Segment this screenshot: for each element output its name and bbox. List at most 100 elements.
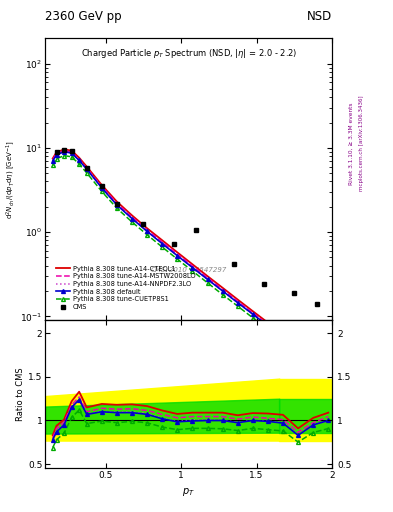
Line: CMS: CMS	[54, 147, 320, 307]
Y-axis label: Ratio to CMS: Ratio to CMS	[16, 368, 25, 421]
CMS	[262, 281, 266, 287]
CMS	[171, 241, 176, 247]
Text: Charged Particle $p_T$ Spectrum (NSD, $|\eta|$ = 2.0 - 2.2): Charged Particle $p_T$ Spectrum (NSD, $|…	[81, 47, 297, 60]
Pythia 8.308 tune-CUETP8S1	[130, 219, 134, 225]
Text: Rivet 3.1.10, ≥ 3.3M events: Rivet 3.1.10, ≥ 3.3M events	[349, 102, 354, 185]
X-axis label: $p_T$: $p_T$	[182, 486, 195, 498]
Pythia 8.308 tune-A14-NNPDF2.3LO	[62, 148, 66, 155]
Pythia 8.308 tune-A14-CTEQL1	[235, 296, 240, 303]
Pythia 8.308 tune-A14-MSTW2008LO	[281, 333, 285, 339]
Legend: Pythia 8.308 tune-A14-CTEQL1, Pythia 8.308 tune-A14-MSTW2008LO, Pythia 8.308 tun: Pythia 8.308 tune-A14-CTEQL1, Pythia 8.3…	[54, 264, 197, 311]
Pythia 8.308 tune-A14-CTEQL1	[50, 155, 55, 161]
Pythia 8.308 default	[250, 311, 255, 317]
Pythia 8.308 tune-A14-CTEQL1	[205, 273, 210, 279]
Line: Pythia 8.308 tune-A14-MSTW2008LO: Pythia 8.308 tune-A14-MSTW2008LO	[53, 151, 328, 370]
Pythia 8.308 tune-A14-CTEQL1	[250, 308, 255, 314]
Pythia 8.308 tune-A14-NNPDF2.3LO	[311, 357, 316, 364]
Pythia 8.308 tune-CUETP8S1	[69, 154, 74, 160]
Pythia 8.308 tune-A14-MSTW2008LO	[175, 251, 180, 257]
Pythia 8.308 tune-A14-NNPDF2.3LO	[175, 252, 180, 259]
Pythia 8.308 tune-A14-MSTW2008LO	[190, 263, 195, 269]
Pythia 8.308 tune-A14-NNPDF2.3LO	[69, 150, 74, 156]
Pythia 8.308 tune-A14-NNPDF2.3LO	[205, 276, 210, 282]
Pythia 8.308 tune-A14-MSTW2008LO	[160, 239, 165, 245]
Pythia 8.308 default	[84, 166, 89, 172]
Text: NSD: NSD	[307, 10, 332, 23]
Pythia 8.308 tune-A14-NNPDF2.3LO	[296, 346, 301, 352]
CMS	[231, 261, 236, 267]
Pythia 8.308 tune-A14-MSTW2008LO	[50, 157, 55, 163]
Pythia 8.308 tune-CUETP8S1	[99, 188, 104, 195]
Pythia 8.308 default	[54, 152, 59, 158]
CMS	[194, 227, 198, 233]
Pythia 8.308 tune-A14-NNPDF2.3LO	[250, 311, 255, 317]
Pythia 8.308 tune-A14-CTEQL1	[54, 149, 59, 155]
Line: Pythia 8.308 tune-CUETP8S1: Pythia 8.308 tune-CUETP8S1	[51, 154, 330, 377]
Pythia 8.308 default	[220, 288, 225, 294]
Pythia 8.308 tune-A14-MSTW2008LO	[205, 275, 210, 281]
Text: CMS_2010_S8547297: CMS_2010_S8547297	[151, 266, 227, 273]
Pythia 8.308 tune-A14-MSTW2008LO	[130, 214, 134, 220]
Pythia 8.308 default	[190, 264, 195, 270]
Pythia 8.308 tune-A14-CTEQL1	[266, 319, 270, 326]
Pythia 8.308 tune-A14-MSTW2008LO	[77, 156, 81, 162]
Pythia 8.308 default	[296, 346, 301, 352]
Pythia 8.308 tune-A14-CTEQL1	[84, 163, 89, 169]
Line: Pythia 8.308 default: Pythia 8.308 default	[51, 150, 330, 374]
Pythia 8.308 tune-A14-MSTW2008LO	[266, 322, 270, 328]
Pythia 8.308 tune-CUETP8S1	[281, 338, 285, 344]
Pythia 8.308 tune-A14-CTEQL1	[77, 155, 81, 161]
Pythia 8.308 default	[77, 157, 81, 163]
Pythia 8.308 default	[326, 369, 331, 375]
Pythia 8.308 tune-A14-NNPDF2.3LO	[77, 157, 81, 163]
Pythia 8.308 tune-A14-MSTW2008LO	[69, 149, 74, 155]
Pythia 8.308 tune-A14-CTEQL1	[175, 249, 180, 255]
Pythia 8.308 default	[175, 252, 180, 259]
Text: mcplots.cern.ch [arXiv:1306.3436]: mcplots.cern.ch [arXiv:1306.3436]	[359, 96, 364, 191]
CMS	[99, 183, 104, 189]
Pythia 8.308 tune-CUETP8S1	[115, 205, 119, 211]
Pythia 8.308 tune-A14-NNPDF2.3LO	[50, 158, 55, 164]
Pythia 8.308 tune-A14-NNPDF2.3LO	[190, 264, 195, 270]
Pythia 8.308 tune-A14-MSTW2008LO	[296, 344, 301, 350]
Pythia 8.308 tune-A14-NNPDF2.3LO	[99, 184, 104, 190]
Pythia 8.308 tune-CUETP8S1	[84, 170, 89, 176]
CMS	[315, 301, 320, 307]
Pythia 8.308 default	[50, 158, 55, 164]
Pythia 8.308 tune-CUETP8S1	[160, 244, 165, 250]
Pythia 8.308 default	[145, 228, 149, 234]
Pythia 8.308 tune-A14-CTEQL1	[160, 237, 165, 243]
Pythia 8.308 tune-A14-MSTW2008LO	[84, 165, 89, 171]
Pythia 8.308 tune-A14-NNPDF2.3LO	[235, 300, 240, 306]
Pythia 8.308 tune-A14-CTEQL1	[99, 182, 104, 188]
CMS	[115, 201, 119, 207]
Pythia 8.308 tune-A14-CTEQL1	[62, 146, 66, 153]
Pythia 8.308 tune-CUETP8S1	[54, 156, 59, 162]
Pythia 8.308 tune-A14-NNPDF2.3LO	[54, 152, 59, 158]
Pythia 8.308 tune-A14-NNPDF2.3LO	[145, 228, 149, 234]
Pythia 8.308 tune-A14-MSTW2008LO	[115, 200, 119, 206]
Pythia 8.308 tune-A14-CTEQL1	[130, 212, 134, 219]
Pythia 8.308 tune-CUETP8S1	[50, 162, 55, 168]
Pythia 8.308 tune-CUETP8S1	[62, 153, 66, 159]
CMS	[54, 148, 59, 155]
Pythia 8.308 default	[160, 241, 165, 247]
Pythia 8.308 tune-A14-MSTW2008LO	[54, 151, 59, 157]
Pythia 8.308 tune-A14-CTEQL1	[190, 261, 195, 267]
CMS	[141, 221, 146, 227]
Pythia 8.308 tune-A14-NNPDF2.3LO	[160, 240, 165, 246]
Pythia 8.308 tune-CUETP8S1	[266, 326, 270, 332]
Pythia 8.308 default	[115, 202, 119, 208]
Pythia 8.308 tune-A14-CTEQL1	[115, 199, 119, 205]
Pythia 8.308 tune-CUETP8S1	[175, 256, 180, 262]
Pythia 8.308 tune-CUETP8S1	[235, 303, 240, 309]
Pythia 8.308 default	[235, 300, 240, 306]
Pythia 8.308 tune-CUETP8S1	[190, 268, 195, 274]
Text: 2360 GeV pp: 2360 GeV pp	[45, 10, 122, 23]
Pythia 8.308 tune-A14-CTEQL1	[296, 343, 301, 349]
Pythia 8.308 tune-A14-MSTW2008LO	[62, 147, 66, 154]
Pythia 8.308 tune-A14-MSTW2008LO	[326, 367, 331, 373]
Pythia 8.308 tune-CUETP8S1	[220, 291, 225, 297]
Pythia 8.308 tune-CUETP8S1	[311, 361, 316, 367]
Pythia 8.308 tune-A14-NNPDF2.3LO	[130, 215, 134, 221]
